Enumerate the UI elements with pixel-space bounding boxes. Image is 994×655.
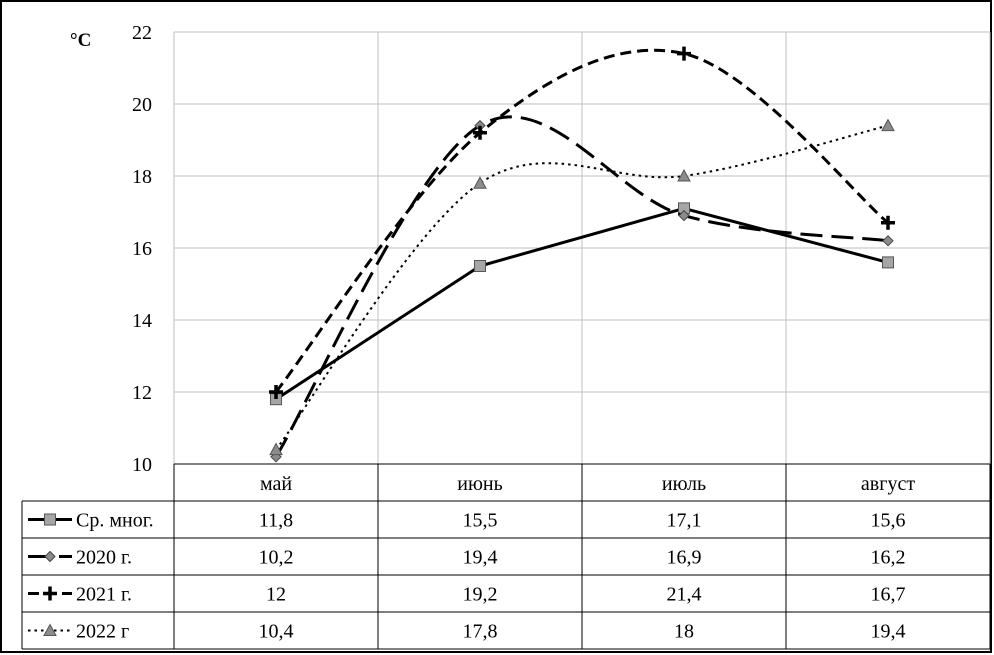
x-tick-label: август bbox=[861, 473, 915, 495]
series-1-point bbox=[474, 260, 486, 272]
y-axis: 10 12 14 16 18 20 22 bbox=[132, 22, 152, 476]
series-2-value-label: 16,9 bbox=[667, 547, 702, 569]
y-tick-label: 10 bbox=[132, 454, 152, 476]
series-4-legend-label: 2022 г bbox=[76, 621, 129, 643]
series-4-point bbox=[269, 442, 283, 456]
series-4-value-label: 18 bbox=[674, 621, 694, 643]
series-2-value-label: 10,2 bbox=[259, 547, 294, 569]
series-2-legend-marker bbox=[44, 550, 56, 563]
series-3-value-label: 12 bbox=[266, 584, 286, 606]
series-1-value-label: 11,8 bbox=[259, 510, 293, 532]
y-tick-label: 12 bbox=[132, 382, 152, 404]
series-1-value-label: 17,1 bbox=[667, 510, 702, 532]
series-1-legend-marker bbox=[44, 513, 56, 526]
series-4-point bbox=[677, 168, 691, 182]
series-1-legend-label: Ср. мног. bbox=[76, 510, 154, 532]
series-3-line bbox=[274, 48, 889, 393]
data-table: май июнь июль август Ср. мног. 11,8 15,5 17,1 15… bbox=[21, 463, 991, 650]
series-2-point bbox=[882, 235, 894, 247]
series-2-point bbox=[678, 209, 690, 222]
series-2-legend-label: 2020 г. bbox=[76, 547, 132, 569]
series-3-point bbox=[269, 385, 283, 399]
series-4-value-label: 17,8 bbox=[463, 621, 498, 643]
series-4-legend-marker bbox=[43, 623, 57, 636]
series-3-point bbox=[473, 125, 487, 140]
series-4-point bbox=[881, 118, 895, 132]
series-4-line bbox=[275, 124, 889, 451]
series-3-legend-label: 2021 г. bbox=[76, 584, 132, 606]
y-tick-label: 18 bbox=[132, 166, 152, 188]
series-1-value-label: 15,6 bbox=[871, 510, 906, 532]
y-tick-label: 20 bbox=[132, 94, 152, 116]
x-tick-label: июль bbox=[662, 473, 706, 495]
series-3-value-label: 16,7 bbox=[871, 584, 906, 606]
series-3-legend-marker bbox=[43, 586, 57, 601]
series-3-point bbox=[677, 46, 691, 61]
series-3-value-label: 21,4 bbox=[667, 584, 702, 606]
y-tick-label: 16 bbox=[132, 238, 152, 260]
series-3-value-label: 19,2 bbox=[463, 584, 498, 606]
series-4-value-label: 19,4 bbox=[871, 621, 906, 643]
x-tick-label: июнь bbox=[457, 473, 502, 495]
series-2-line bbox=[274, 115, 889, 458]
series-2-value-label: 19,4 bbox=[463, 547, 498, 569]
series-1-line bbox=[275, 206, 889, 401]
plot-area bbox=[269, 46, 895, 463]
y-axis-unit-label: °С bbox=[70, 30, 91, 51]
series-3-point bbox=[881, 215, 895, 230]
series-2-value-label: 16,2 bbox=[871, 547, 906, 569]
x-tick-label: май bbox=[260, 473, 292, 495]
series-4-value-label: 10,4 bbox=[259, 621, 294, 643]
series-1-point bbox=[882, 256, 894, 269]
series-1-value-label: 15,5 bbox=[463, 510, 498, 532]
y-tick-label: 22 bbox=[132, 22, 152, 44]
y-tick-label: 14 bbox=[132, 310, 152, 332]
series-4-point bbox=[473, 176, 487, 189]
